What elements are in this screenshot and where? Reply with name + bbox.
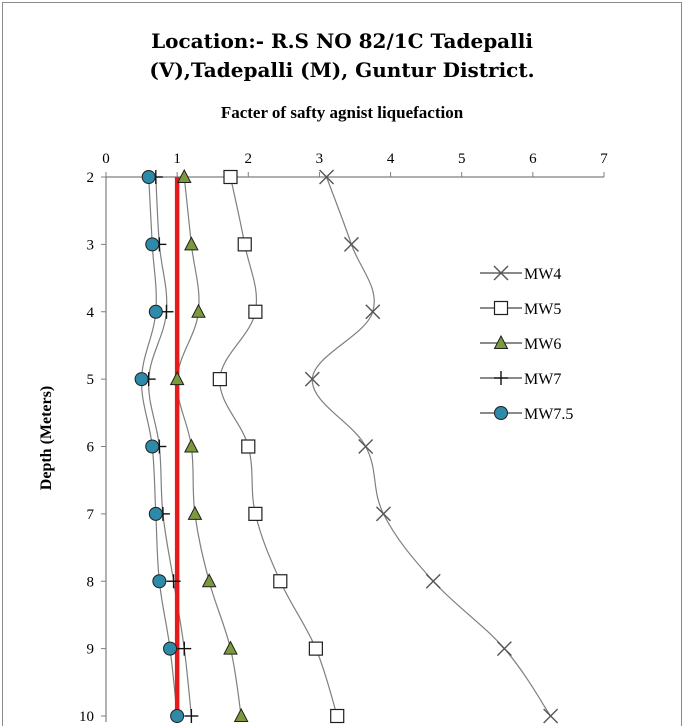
data-point [169, 371, 185, 386]
data-point [201, 573, 217, 588]
data-point [163, 641, 178, 656]
legend-label: MW6 [524, 336, 561, 353]
data-point [176, 168, 192, 183]
x-tick-label: 5 [458, 151, 466, 167]
data-point [308, 641, 323, 656]
legend-label: MW4 [524, 266, 561, 283]
data-point [145, 439, 160, 454]
data-point [273, 574, 288, 589]
y-tick-label: 4 [87, 305, 95, 321]
data-point [223, 169, 238, 185]
legend-marker [493, 265, 509, 281]
y-tick-label: 3 [87, 237, 95, 253]
legend-label: MW7.5 [524, 406, 573, 423]
chart-title-line2: (V),Tadepalli (M), Guntur District. [149, 58, 535, 82]
data-point [191, 303, 206, 318]
data-point [177, 641, 192, 656]
y-tick-label: 9 [87, 642, 95, 658]
data-point [304, 371, 320, 387]
legend-item: MW7.5 [480, 406, 573, 423]
legend-item: MW6 [480, 334, 561, 353]
data-point [375, 506, 391, 522]
series-line-mw6 [176, 176, 242, 717]
x-tick-label: 0 [102, 151, 110, 167]
data-point [543, 708, 559, 724]
legend-label: MW5 [524, 301, 561, 318]
x-tick-label: 7 [600, 151, 608, 167]
data-point [425, 573, 441, 589]
x-tick-label: 6 [529, 151, 537, 167]
series-markers-mw4 [304, 169, 559, 724]
x-tick-label: 4 [387, 151, 395, 167]
data-point [319, 169, 335, 185]
legend-item: MW4 [480, 265, 561, 283]
y-tick-label: 6 [87, 440, 95, 456]
data-point [141, 170, 156, 184]
y-tick-label: 7 [87, 507, 95, 523]
series-markers-mw5 [212, 169, 345, 724]
data-point [343, 236, 359, 252]
x-tick-label: 2 [245, 151, 253, 167]
data-point [365, 304, 381, 320]
legend-item: MW5 [480, 300, 561, 318]
x-tick-label: 3 [316, 151, 324, 167]
x-axis-label: Facter of safty agnist liquefaction [220, 103, 464, 122]
data-point [212, 372, 227, 387]
data-point [152, 574, 167, 589]
legend-item: MW7 [480, 371, 561, 388]
data-point [187, 505, 203, 520]
legend-label: MW7 [524, 371, 561, 388]
data-point [358, 439, 374, 454]
series-markers-mw6 [169, 168, 249, 722]
data-point [237, 237, 252, 252]
y-tick-label: 5 [87, 372, 95, 388]
legend-marker [494, 406, 508, 420]
data-point [330, 708, 345, 724]
legend-marker [494, 371, 508, 385]
data-point [148, 506, 163, 521]
y-tick-label: 2 [87, 170, 95, 186]
data-point [148, 304, 163, 319]
series-line-mw5 [219, 176, 338, 717]
series-line-mw4 [311, 176, 552, 717]
y-tick-label: 10 [79, 709, 94, 725]
data-point [166, 574, 181, 589]
data-point [145, 237, 160, 252]
data-point [184, 438, 199, 453]
chart-title: Location:- R.S NO 82/1C Tadepalli [151, 29, 533, 53]
data-point [241, 439, 256, 454]
legend-marker [493, 334, 509, 349]
data-point [134, 372, 149, 387]
y-tick-label: 8 [87, 574, 95, 590]
data-point [248, 506, 263, 521]
x-tick-label: 1 [173, 151, 181, 167]
data-point [496, 641, 512, 657]
data-point [184, 709, 199, 723]
data-point [223, 640, 238, 655]
data-point [233, 707, 249, 722]
data-point [248, 304, 263, 319]
series-markers-mw7-5 [134, 170, 185, 723]
legend-marker [493, 300, 509, 316]
data-point [170, 709, 185, 723]
data-point [184, 236, 199, 251]
